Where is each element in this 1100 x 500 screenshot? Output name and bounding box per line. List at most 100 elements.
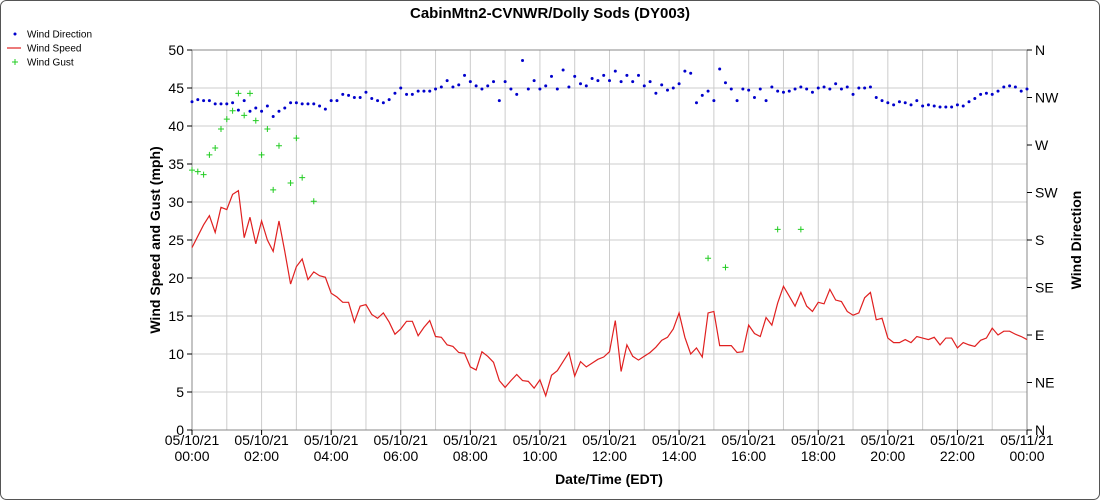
direction-point: [874, 96, 878, 99]
direction-point: [318, 104, 322, 108]
direction-point: [596, 79, 600, 83]
gust-point: [246, 90, 253, 97]
gust-point: [287, 180, 294, 186]
direction-point: [225, 102, 229, 106]
direction-point: [260, 109, 264, 113]
x-tick-label: 05/10/21: [652, 432, 707, 448]
direction-point: [312, 102, 316, 106]
direction-point: [457, 83, 461, 87]
x-tick-label: 05/10/21: [374, 432, 429, 448]
direction-point: [996, 89, 1000, 93]
direction-point: [665, 88, 669, 92]
y-tick-label: 15: [168, 308, 184, 324]
gust-point: [299, 174, 306, 181]
direction-point: [938, 105, 942, 109]
legend-label: Wind Gust: [27, 58, 74, 69]
direction-point: [828, 87, 832, 91]
direction-point: [735, 99, 739, 103]
direction-point: [347, 93, 351, 97]
direction-point: [955, 103, 959, 107]
y-tick-label: 10: [168, 346, 184, 362]
direction-point: [410, 92, 414, 96]
y2-tick-label: N: [1035, 42, 1045, 58]
direction-point: [422, 89, 426, 93]
y2-axis-label: Wind Direction: [1068, 191, 1084, 290]
gust-point: [235, 90, 242, 97]
x-tick-label: 14:00: [662, 448, 697, 464]
direction-point: [277, 109, 281, 113]
direction-point: [521, 59, 525, 63]
direction-point: [845, 85, 849, 89]
direction-point: [984, 91, 988, 95]
direction-point: [608, 79, 611, 83]
direction-point: [381, 101, 385, 105]
direction-point: [909, 103, 913, 107]
direction-point: [944, 105, 948, 109]
direction-point: [544, 84, 548, 88]
direction-point: [271, 115, 275, 118]
gust-point: [212, 145, 219, 152]
direction-point: [503, 80, 507, 84]
x-tick-label: 05/10/21: [513, 432, 568, 448]
y-axis-label: Wind Speed and Gust (mph): [147, 146, 163, 333]
chart-title: CabinMtn2-CVNWR/Dolly Sods (DY003): [410, 5, 690, 22]
direction-point: [202, 99, 206, 103]
gust-point: [252, 117, 259, 124]
direction-point: [805, 87, 809, 91]
y2-tick-label: W: [1035, 137, 1049, 153]
direction-point: [712, 99, 716, 103]
direction-point: [973, 97, 977, 101]
direction-point: [492, 80, 496, 84]
direction-point: [950, 105, 954, 109]
x-tick-label: 20:00: [870, 448, 905, 464]
direction-point: [341, 92, 345, 96]
direction-point: [886, 101, 890, 105]
direction-point: [451, 85, 455, 89]
y-tick-label: 35: [168, 156, 184, 172]
x-tick-label: 18:00: [801, 448, 836, 464]
direction-point: [213, 102, 217, 106]
direction-point: [961, 104, 965, 108]
direction-point: [497, 99, 501, 103]
x-tick-label: 05/10/21: [443, 432, 498, 448]
direction-point: [399, 86, 403, 90]
gust-point: [270, 186, 277, 193]
direction-point: [921, 104, 925, 108]
direction-point: [579, 82, 583, 86]
direction-point: [509, 87, 513, 91]
direction-point: [434, 87, 438, 91]
direction-point: [677, 82, 681, 86]
speed-line: [191, 189, 1028, 398]
direction-point: [584, 84, 588, 88]
direction-point: [538, 87, 542, 91]
direction-point: [654, 91, 658, 95]
direction-point: [839, 87, 843, 91]
direction-point: [526, 87, 530, 91]
direction-point: [567, 85, 571, 89]
direction-point: [799, 85, 803, 89]
direction-point: [776, 89, 780, 93]
direction-point: [352, 96, 356, 99]
direction-point: [358, 96, 362, 99]
x-tick-label: 05/10/21: [930, 432, 985, 448]
x-tick-label: 06:00: [383, 448, 418, 464]
x-tick-label: 22:00: [940, 448, 975, 464]
y2-tick-label: E: [1035, 327, 1044, 343]
direction-point: [265, 104, 269, 108]
direction-point: [915, 99, 919, 103]
direction-point: [190, 100, 194, 104]
direction-point: [816, 86, 820, 90]
gust-point: [223, 116, 230, 123]
x-tick-label: 04:00: [314, 448, 349, 464]
direction-point: [625, 73, 629, 77]
direction-point: [231, 101, 235, 105]
y2-tick-label: SE: [1035, 280, 1054, 296]
y2-tick-label: SW: [1035, 185, 1058, 201]
direction-point: [376, 99, 380, 103]
direction-point: [857, 86, 861, 90]
gust-point: [258, 151, 265, 158]
direction-point: [219, 102, 223, 106]
direction-point: [758, 87, 762, 91]
